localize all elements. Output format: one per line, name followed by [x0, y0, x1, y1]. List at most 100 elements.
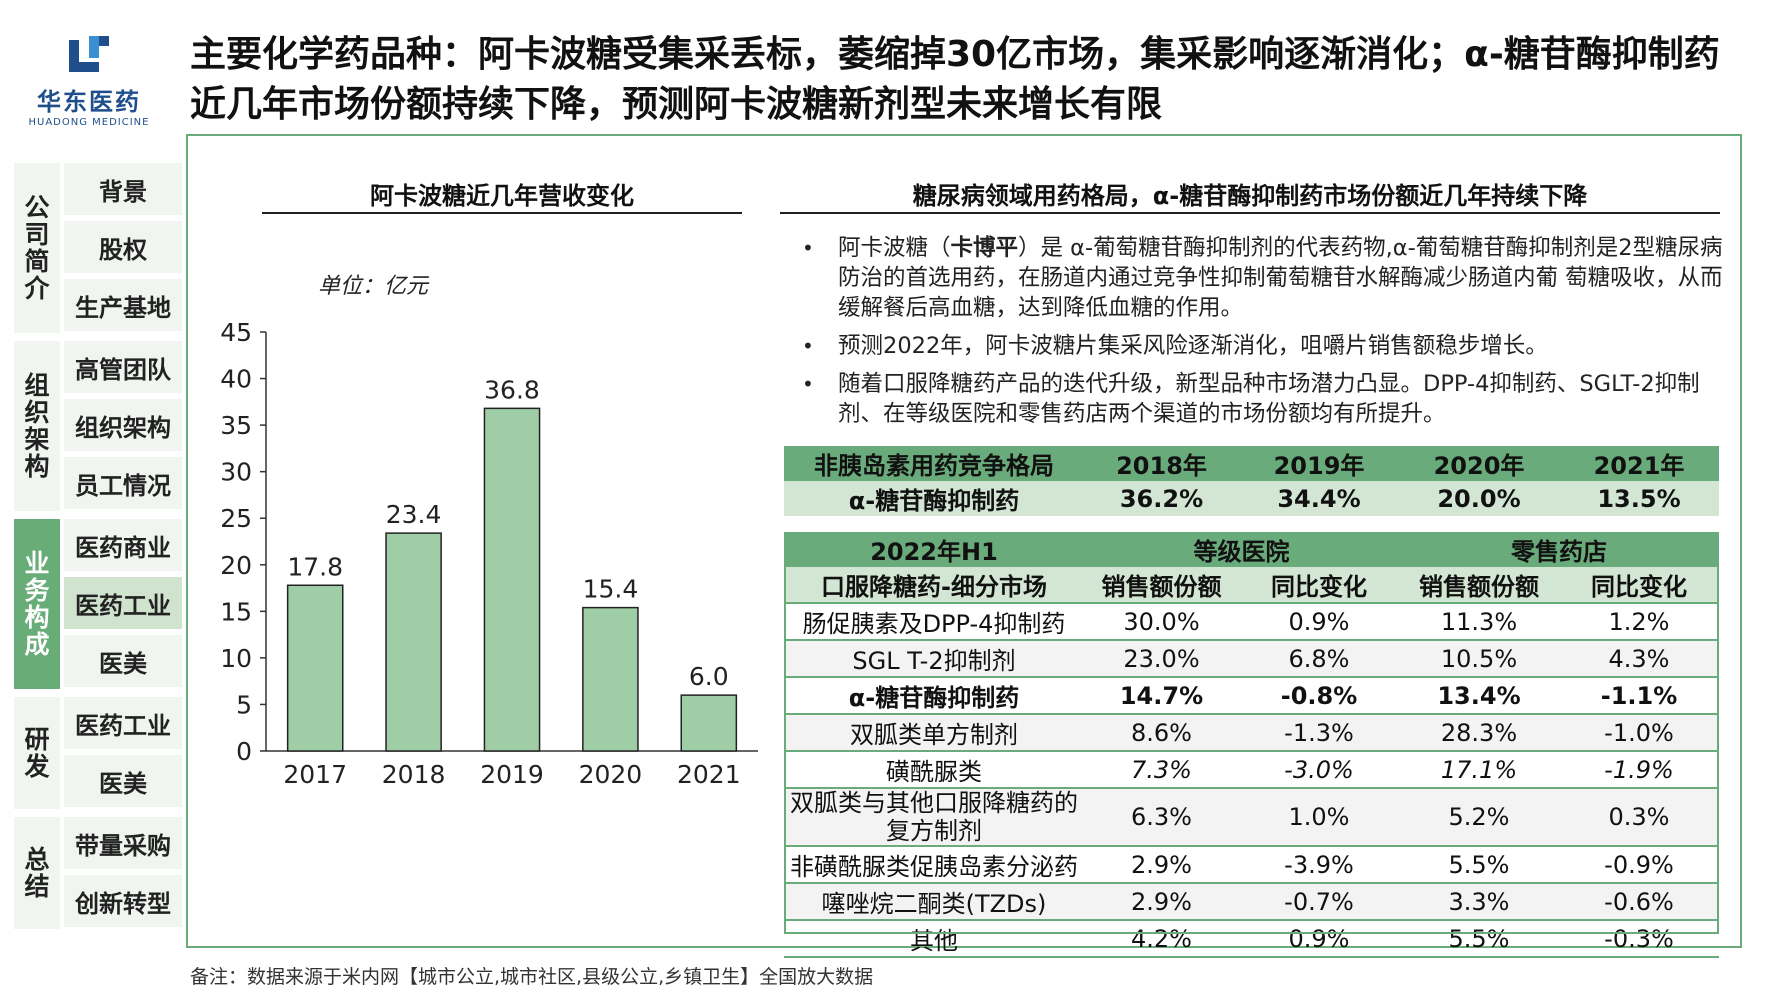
nav-group-org: 组织架构 高管团队 组织架构 员工情况 [14, 341, 184, 511]
table-row-label: 磺酰脲类 [784, 750, 1084, 789]
nav-item[interactable]: 高管团队 [64, 341, 182, 395]
table-row-label: 双胍类单方制剂 [784, 713, 1084, 752]
table-row-label: SGL T-2抑制剂 [784, 639, 1084, 678]
nav-item[interactable]: 医药工业 [64, 697, 182, 751]
table-header-cell: 同比变化 [1239, 567, 1399, 603]
nav-item[interactable]: 组织架构 [64, 399, 182, 453]
nav-category[interactable]: 研发 [14, 697, 60, 809]
bar [582, 606, 639, 752]
table-header-cell: 同比变化 [1559, 567, 1719, 603]
bullet-bold-text: 卡博平 [950, 235, 1019, 261]
nav-category-label: 总结 [24, 845, 50, 901]
alpha-glucosidase-share-table: 非胰岛素用药竞争格局 2018年 2019年 2020年 2021年 α-糖苷酶… [784, 446, 1719, 516]
nav-category[interactable]: 组织架构 [14, 341, 60, 511]
table-cell: 13.4% [1399, 676, 1559, 715]
x-tick-label: 2021 [677, 760, 741, 789]
nav-item[interactable]: 带量采购 [64, 817, 182, 871]
table-cell: 2.9% [1084, 882, 1239, 921]
table-cell: 5.5% [1399, 845, 1559, 884]
logo-text-en: HUADONG MEDICINE [28, 117, 150, 128]
nav-item[interactable]: 医美 [64, 755, 182, 809]
table-row-label: 肠促胰素及DPP-4抑制药 [784, 602, 1084, 641]
table-header-row: 非胰岛素用药竞争格局 2018年 2019年 2020年 2021年 [784, 446, 1719, 481]
table-header-cell: 非胰岛素用药竞争格局 [784, 446, 1084, 481]
nav-item[interactable]: 生产基地 [64, 279, 182, 333]
table-header-cell: 2019年 [1239, 446, 1399, 481]
table-cell: 6.8% [1239, 639, 1399, 678]
nav-item[interactable]: 创新转型 [64, 875, 182, 929]
table-row: α-糖苷酶抑制药 14.7% -0.8% 13.4% -1.1% [784, 676, 1719, 715]
table-cell: -1.0% [1559, 713, 1719, 752]
table-row: SGL T-2抑制剂 23.0% 6.8% 10.5% 4.3% [784, 639, 1719, 678]
bar-value-label: 36.8 [484, 375, 540, 404]
huadong-logo-icon [69, 36, 109, 72]
bar [286, 584, 344, 752]
bullet-dot-icon: • [802, 236, 814, 260]
table-row: 磺酰脲类 7.3% -3.0% 17.1% -1.9% [784, 750, 1719, 789]
table-cell: 5.5% [1399, 919, 1559, 958]
x-tick-label: 2020 [579, 760, 643, 789]
table-row-label: 其他 [784, 919, 1084, 958]
x-tick-label: 2017 [283, 760, 347, 789]
nav-item[interactable]: 员工情况 [64, 457, 182, 511]
table-header-cell: 等级医院 [1084, 532, 1399, 567]
nav-item-active[interactable]: 医药工业 [64, 577, 182, 631]
y-tick-label: 5 [236, 690, 252, 719]
bullet-item: • 阿卡波糖（卡博平）是 α-葡萄糖苷酶抑制剂的代表药物,α-葡萄糖苷酶抑制剂是2… [796, 233, 1741, 323]
table-row-label: 噻唑烷二酮类(TZDs) [784, 882, 1084, 921]
table-cell: 17.1% [1399, 750, 1559, 789]
table-cell: 7.3% [1084, 750, 1239, 789]
table-header-cell: 2021年 [1559, 446, 1719, 481]
x-tick-label: 2019 [480, 760, 544, 789]
y-tick-label: 10 [220, 644, 252, 673]
bar-value-label: 15.4 [583, 575, 639, 604]
table-row: 其他 4.2% 0.9% 5.5% -0.3% [784, 919, 1719, 958]
nav-category-label: 公司简介 [24, 193, 50, 303]
table-cell: 3.3% [1399, 882, 1559, 921]
table-header-cell: 零售药店 [1399, 532, 1719, 567]
table-cell: 20.0% [1399, 481, 1559, 516]
nav-group-company-profile: 公司简介 背景 股权 生产基地 [14, 163, 184, 333]
table-cell: 28.3% [1399, 713, 1559, 752]
nav-category-label: 研发 [24, 725, 50, 781]
table-cell: α-糖苷酶抑制药 [784, 481, 1084, 516]
table-cell: 2.9% [1084, 845, 1239, 884]
bullet-text: 随着口服降糖药产品的迭代升级，新型品种市场潜力凸显。DPP-4抑制药、SGLT-… [838, 371, 1700, 427]
bullet-text: 预测2022年，阿卡波糖片集采风险逐渐消化，咀嚼片销售额稳步增长。 [838, 333, 1548, 359]
nav-group-business: 业务构成 医药商业 医药工业 医美 [14, 519, 184, 689]
table-cell: 1.0% [1239, 787, 1399, 847]
table-row: 肠促胰素及DPP-4抑制药 30.0% 0.9% 11.3% 1.2% [784, 602, 1719, 641]
nav-item[interactable]: 背景 [64, 163, 182, 217]
table-cell: -1.9% [1559, 750, 1719, 789]
table-cell: 10.5% [1399, 639, 1559, 678]
nav-category-active[interactable]: 业务构成 [14, 519, 60, 689]
nav-category[interactable]: 公司简介 [14, 163, 60, 333]
table-header-cell: 2018年 [1084, 446, 1239, 481]
x-tick-label: 2018 [382, 760, 446, 789]
table-cell: 4.3% [1559, 639, 1719, 678]
table-cell: -0.7% [1239, 882, 1399, 921]
table-cell: 5.2% [1399, 787, 1559, 847]
bullet-item: • 预测2022年，阿卡波糖片集采风险逐渐消化，咀嚼片销售额稳步增长。 [796, 331, 1741, 361]
bullet-text: 阿卡波糖（ [838, 235, 951, 261]
nav-item[interactable]: 股权 [64, 221, 182, 275]
nav-category[interactable]: 总结 [14, 817, 60, 929]
nav-category-label: 组织架构 [24, 371, 50, 481]
table-header-cell: 销售额份额 [1399, 567, 1559, 603]
table-header-cell: 2022年H1 [784, 532, 1084, 567]
logo-text-cn: 华东医药 [37, 88, 141, 116]
y-tick-label: 15 [220, 597, 252, 626]
nav-group-summary: 总结 带量采购 创新转型 [14, 817, 184, 929]
nav-item[interactable]: 医美 [64, 635, 182, 689]
nav-category-label: 业务构成 [24, 549, 50, 659]
table-cell: 14.7% [1084, 676, 1239, 715]
nav-item[interactable]: 医药商业 [64, 519, 182, 573]
table-cell: -1.3% [1239, 713, 1399, 752]
chart-section-title: 阿卡波糖近几年营收变化 [370, 182, 634, 210]
y-tick-label: 25 [220, 504, 252, 533]
table-cell: -3.9% [1239, 845, 1399, 884]
bar-value-label: 6.0 [689, 662, 729, 691]
y-tick-label: 20 [220, 551, 252, 580]
table-cell: 6.3% [1084, 787, 1239, 847]
bullet-item: • 随着口服降糖药产品的迭代升级，新型品种市场潜力凸显。DPP-4抑制药、SGLT… [796, 369, 1741, 429]
